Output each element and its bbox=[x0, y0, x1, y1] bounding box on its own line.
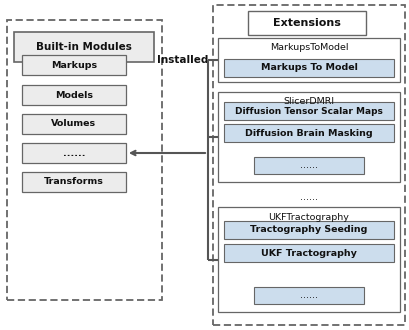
Text: Built-in Modules: Built-in Modules bbox=[36, 42, 132, 52]
FancyBboxPatch shape bbox=[22, 114, 126, 134]
FancyBboxPatch shape bbox=[22, 143, 126, 163]
Text: Diffusion Tensor Scalar Maps: Diffusion Tensor Scalar Maps bbox=[234, 107, 382, 116]
Text: Extensions: Extensions bbox=[272, 18, 340, 28]
Text: Markups To Model: Markups To Model bbox=[260, 63, 357, 73]
Text: Models: Models bbox=[55, 90, 93, 100]
FancyBboxPatch shape bbox=[254, 157, 363, 174]
FancyBboxPatch shape bbox=[218, 207, 399, 312]
FancyBboxPatch shape bbox=[223, 102, 393, 120]
FancyBboxPatch shape bbox=[213, 5, 404, 325]
FancyBboxPatch shape bbox=[22, 85, 126, 105]
Text: MarkupsToModel: MarkupsToModel bbox=[269, 44, 347, 52]
Text: ......: ...... bbox=[299, 193, 317, 203]
Text: Volumes: Volumes bbox=[51, 119, 97, 128]
Text: Installed: Installed bbox=[157, 55, 208, 65]
Text: Transforms: Transforms bbox=[44, 178, 104, 186]
Text: UKFTractography: UKFTractography bbox=[268, 213, 348, 221]
FancyBboxPatch shape bbox=[223, 244, 393, 262]
Text: ......: ...... bbox=[299, 161, 317, 170]
Text: ......: ...... bbox=[63, 148, 85, 157]
FancyBboxPatch shape bbox=[254, 287, 363, 304]
Text: SlicerDMRI: SlicerDMRI bbox=[283, 97, 334, 107]
Text: ......: ...... bbox=[299, 291, 317, 300]
FancyBboxPatch shape bbox=[7, 20, 162, 300]
FancyBboxPatch shape bbox=[223, 124, 393, 142]
FancyBboxPatch shape bbox=[22, 172, 126, 192]
Text: Diffusion Brain Masking: Diffusion Brain Masking bbox=[245, 128, 372, 138]
FancyBboxPatch shape bbox=[218, 38, 399, 82]
FancyBboxPatch shape bbox=[223, 221, 393, 239]
Text: UKF Tractography: UKF Tractography bbox=[261, 248, 356, 257]
FancyBboxPatch shape bbox=[247, 11, 365, 35]
Text: Tractography Seeding: Tractography Seeding bbox=[250, 225, 367, 235]
FancyBboxPatch shape bbox=[22, 55, 126, 75]
FancyBboxPatch shape bbox=[218, 92, 399, 182]
Text: Markups: Markups bbox=[51, 60, 97, 70]
FancyBboxPatch shape bbox=[223, 59, 393, 77]
FancyBboxPatch shape bbox=[14, 32, 154, 62]
